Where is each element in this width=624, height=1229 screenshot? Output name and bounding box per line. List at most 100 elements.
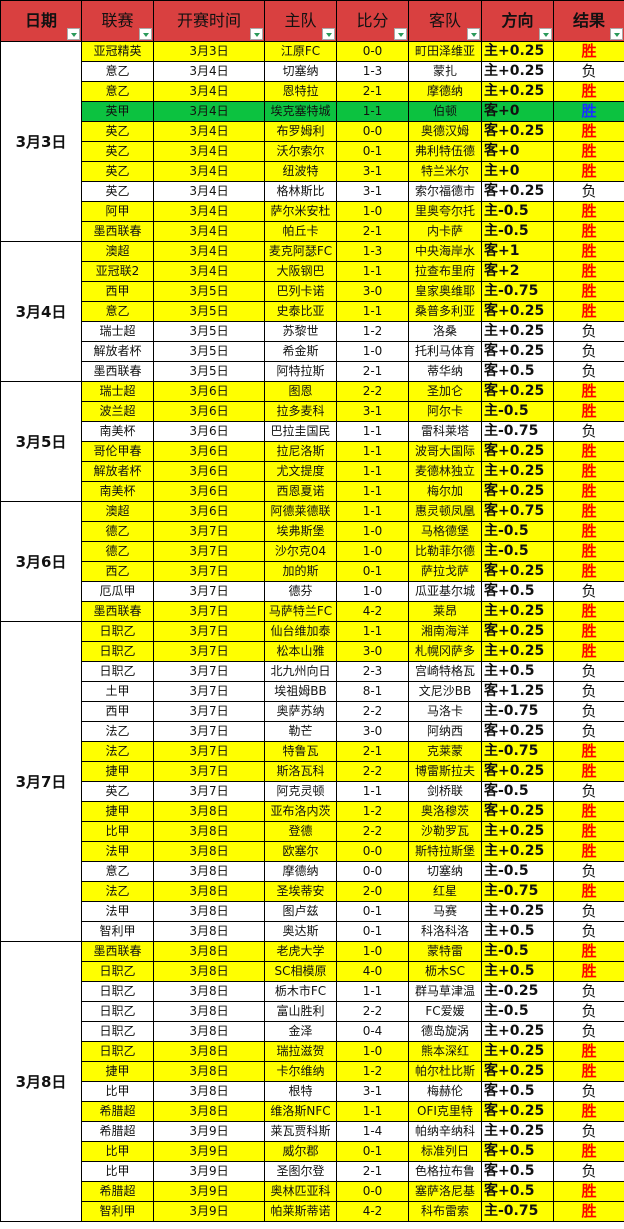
score-cell[interactable]: 0-0 bbox=[336, 1181, 409, 1202]
direction-cell[interactable]: 主+0.25 bbox=[481, 841, 554, 862]
score-cell[interactable]: 1-0 bbox=[336, 941, 409, 962]
result-cell[interactable]: 胜 bbox=[553, 561, 624, 582]
time-cell[interactable]: 3月5日 bbox=[153, 341, 265, 362]
time-cell[interactable]: 3月4日 bbox=[153, 181, 265, 202]
score-cell[interactable]: 3-1 bbox=[336, 161, 409, 182]
direction-cell[interactable]: 主-0.5 bbox=[481, 941, 554, 962]
result-cell[interactable]: 胜 bbox=[553, 261, 624, 282]
away-cell[interactable]: 梅赫伦 bbox=[408, 1081, 482, 1102]
direction-cell[interactable]: 客+0.75 bbox=[481, 501, 554, 522]
result-cell[interactable]: 胜 bbox=[553, 201, 624, 222]
league-cell[interactable]: 日职乙 bbox=[81, 981, 154, 1002]
home-cell[interactable]: 松本山雅 bbox=[264, 641, 337, 662]
league-cell[interactable]: 法乙 bbox=[81, 721, 154, 742]
result-cell[interactable]: 负 bbox=[553, 581, 624, 602]
date-cell[interactable]: 3月8日 bbox=[0, 941, 82, 1222]
time-cell[interactable]: 3月7日 bbox=[153, 561, 265, 582]
result-cell[interactable]: 负 bbox=[553, 861, 624, 882]
score-cell[interactable]: 1-1 bbox=[336, 441, 409, 462]
score-cell[interactable]: 1-3 bbox=[336, 241, 409, 262]
result-cell[interactable]: 负 bbox=[553, 981, 624, 1002]
result-cell[interactable]: 胜 bbox=[553, 541, 624, 562]
score-cell[interactable]: 1-1 bbox=[336, 501, 409, 522]
score-cell[interactable]: 2-1 bbox=[336, 221, 409, 242]
filter-dropdown-icon[interactable] bbox=[539, 28, 552, 40]
league-cell[interactable]: 南美杯 bbox=[81, 481, 154, 502]
away-cell[interactable]: 摩德纳 bbox=[408, 81, 482, 102]
league-cell[interactable]: 日职乙 bbox=[81, 1001, 154, 1022]
away-cell[interactable]: 宫崎特格瓦 bbox=[408, 661, 482, 682]
score-cell[interactable]: 0-1 bbox=[336, 901, 409, 922]
result-cell[interactable]: 胜 bbox=[553, 801, 624, 822]
home-cell[interactable]: 麦克阿瑟FC bbox=[264, 241, 337, 262]
league-cell[interactable]: 日职乙 bbox=[81, 961, 154, 982]
league-cell[interactable]: 解放者杯 bbox=[81, 461, 154, 482]
result-cell[interactable]: 负 bbox=[553, 1121, 624, 1142]
direction-cell[interactable]: 客+0.5 bbox=[481, 1141, 554, 1162]
time-cell[interactable]: 3月7日 bbox=[153, 601, 265, 622]
away-cell[interactable]: 标准列日 bbox=[408, 1141, 482, 1162]
league-cell[interactable]: 西甲 bbox=[81, 281, 154, 302]
away-cell[interactable]: 内卡萨 bbox=[408, 221, 482, 242]
home-cell[interactable]: 莱瓦贾科斯 bbox=[264, 1121, 337, 1142]
result-cell[interactable]: 负 bbox=[553, 681, 624, 702]
away-cell[interactable]: 沙勒罗瓦 bbox=[408, 821, 482, 842]
direction-cell[interactable]: 主+0.25 bbox=[481, 41, 554, 62]
away-cell[interactable]: 蒂华纳 bbox=[408, 361, 482, 382]
league-cell[interactable]: 哥伦甲春 bbox=[81, 441, 154, 462]
away-cell[interactable]: 奥洛穆茨 bbox=[408, 801, 482, 822]
score-cell[interactable]: 1-1 bbox=[336, 461, 409, 482]
score-cell[interactable]: 1-4 bbox=[336, 1121, 409, 1142]
away-cell[interactable]: 帕纳辛纳科 bbox=[408, 1121, 482, 1142]
direction-cell[interactable]: 客+0.25 bbox=[481, 1101, 554, 1122]
away-cell[interactable]: 马洛卡 bbox=[408, 701, 482, 722]
direction-cell[interactable]: 主-0.5 bbox=[481, 521, 554, 542]
time-cell[interactable]: 3月7日 bbox=[153, 581, 265, 602]
home-cell[interactable]: 图卢兹 bbox=[264, 901, 337, 922]
league-cell[interactable]: 法甲 bbox=[81, 841, 154, 862]
away-cell[interactable]: 马格德堡 bbox=[408, 521, 482, 542]
direction-cell[interactable]: 主+0.25 bbox=[481, 641, 554, 662]
home-cell[interactable]: 切塞纳 bbox=[264, 61, 337, 82]
home-cell[interactable]: 富山胜利 bbox=[264, 1001, 337, 1022]
time-cell[interactable]: 3月9日 bbox=[153, 1141, 265, 1162]
away-cell[interactable]: 蒙特雷 bbox=[408, 941, 482, 962]
score-cell[interactable]: 2-1 bbox=[336, 1161, 409, 1182]
league-cell[interactable]: 德乙 bbox=[81, 541, 154, 562]
league-cell[interactable]: 墨西联春 bbox=[81, 601, 154, 622]
result-cell[interactable]: 负 bbox=[553, 321, 624, 342]
time-cell[interactable]: 3月7日 bbox=[153, 681, 265, 702]
league-cell[interactable]: 澳超 bbox=[81, 501, 154, 522]
away-cell[interactable]: 麦德林独立 bbox=[408, 461, 482, 482]
direction-cell[interactable]: 客+0 bbox=[481, 101, 554, 122]
direction-cell[interactable]: 主-0.75 bbox=[481, 1201, 554, 1222]
direction-cell[interactable]: 主-0.5 bbox=[481, 221, 554, 242]
direction-cell[interactable]: 主+0.25 bbox=[481, 901, 554, 922]
time-cell[interactable]: 3月8日 bbox=[153, 801, 265, 822]
away-cell[interactable]: 帕尔杜比斯 bbox=[408, 1061, 482, 1082]
home-cell[interactable]: 德芬 bbox=[264, 581, 337, 602]
direction-cell[interactable]: 主-0.5 bbox=[481, 201, 554, 222]
direction-cell[interactable]: 客+0.5 bbox=[481, 361, 554, 382]
away-cell[interactable]: 皇家奥维耶 bbox=[408, 281, 482, 302]
home-cell[interactable]: 巴列卡诺 bbox=[264, 281, 337, 302]
direction-cell[interactable]: 主+0.25 bbox=[481, 61, 554, 82]
direction-cell[interactable]: 主-0.75 bbox=[481, 421, 554, 442]
direction-cell[interactable]: 客+1 bbox=[481, 241, 554, 262]
result-cell[interactable]: 胜 bbox=[553, 101, 624, 122]
home-cell[interactable]: 欧塞尔 bbox=[264, 841, 337, 862]
time-cell[interactable]: 3月5日 bbox=[153, 361, 265, 382]
date-cell[interactable]: 3月4日 bbox=[0, 241, 82, 382]
result-cell[interactable]: 胜 bbox=[553, 1061, 624, 1082]
home-cell[interactable]: 奥达斯 bbox=[264, 921, 337, 942]
away-cell[interactable]: 萨拉戈萨 bbox=[408, 561, 482, 582]
home-cell[interactable]: 仙台维加泰 bbox=[264, 621, 337, 642]
direction-cell[interactable]: 主+0.25 bbox=[481, 321, 554, 342]
league-cell[interactable]: 捷甲 bbox=[81, 1061, 154, 1082]
league-cell[interactable]: 日职乙 bbox=[81, 621, 154, 642]
direction-cell[interactable]: 主+0.5 bbox=[481, 921, 554, 942]
home-cell[interactable]: 圣埃蒂安 bbox=[264, 881, 337, 902]
league-cell[interactable]: 澳超 bbox=[81, 241, 154, 262]
filter-dropdown-icon[interactable] bbox=[322, 28, 335, 40]
result-cell[interactable]: 负 bbox=[553, 921, 624, 942]
